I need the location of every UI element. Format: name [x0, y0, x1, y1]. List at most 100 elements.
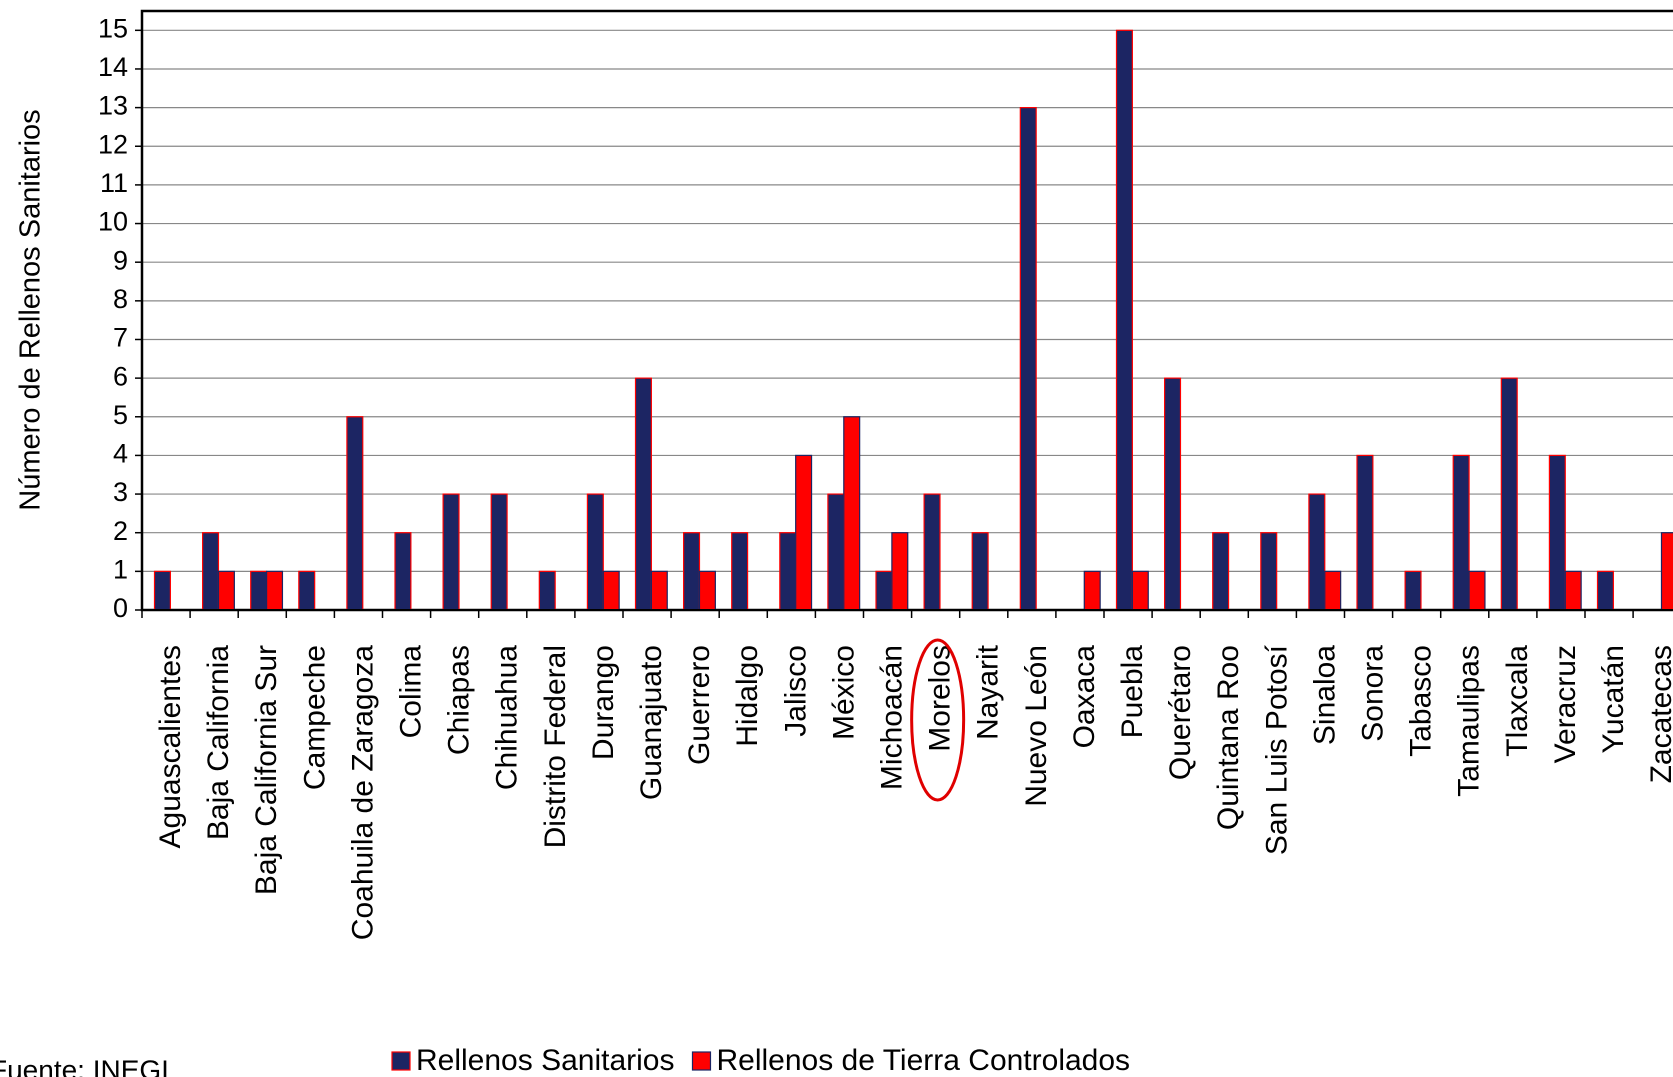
x-tick-label: Nuevo León	[1020, 645, 1053, 807]
x-tick-label: Guanajuato	[635, 645, 668, 800]
bar	[346, 416, 364, 611]
x-tick-label: Sonora	[1356, 645, 1389, 742]
bar	[394, 532, 412, 611]
bar	[1452, 454, 1470, 611]
bar	[875, 570, 893, 611]
highlight-circle	[910, 638, 966, 802]
bar	[442, 493, 460, 611]
bar	[1115, 29, 1133, 611]
x-tick-label: Tamaulipas	[1453, 645, 1486, 797]
y-tick-label: 0	[113, 593, 128, 623]
x-tick-label: Baja California Sur	[250, 645, 283, 895]
y-tick-label: 2	[113, 516, 128, 546]
x-tick-label: Colima	[394, 645, 427, 739]
x-tick-label: Puebla	[1116, 645, 1149, 739]
x-tick-label: Quintana Roo	[1212, 645, 1245, 830]
legend-swatch	[391, 1051, 411, 1071]
x-tick-label: Campeche	[298, 645, 331, 790]
bar	[1260, 532, 1278, 611]
x-tick-label: Chihuahua	[491, 645, 524, 790]
bar	[923, 493, 941, 611]
bar	[217, 570, 235, 611]
x-tick-label: Veracruz	[1549, 645, 1582, 763]
x-tick-label: Chiapas	[443, 645, 476, 755]
y-tick-label: 10	[98, 207, 128, 237]
bar	[202, 532, 220, 611]
bar	[298, 570, 316, 611]
x-tick-label: San Luis Potosí	[1260, 644, 1293, 855]
x-tick-label: Tlaxcala	[1501, 645, 1534, 757]
bar	[827, 493, 845, 611]
x-tick-label: Guerrero	[683, 645, 716, 765]
y-tick-label: 6	[113, 361, 128, 391]
y-tick-label: 11	[100, 168, 128, 198]
x-tick-label: Sinaloa	[1308, 645, 1341, 745]
y-tick-label: 13	[98, 91, 128, 121]
bar	[634, 377, 652, 611]
bar	[683, 532, 701, 611]
bar	[795, 454, 813, 611]
bar	[1083, 570, 1101, 611]
bar	[1131, 570, 1149, 611]
bar	[843, 416, 861, 611]
bar	[153, 570, 171, 611]
bar	[1596, 570, 1614, 611]
x-tick-label: Aguascalientes	[154, 645, 187, 848]
bar	[1564, 570, 1582, 611]
x-tick-label: Yucatán	[1597, 645, 1630, 753]
x-tick-label: Coahuila de Zaragoza	[346, 645, 379, 941]
y-tick-label: 15	[98, 13, 128, 43]
x-tick-label: México	[827, 645, 860, 740]
bar	[698, 570, 716, 611]
y-tick-label: 9	[113, 245, 128, 275]
bar	[1019, 107, 1037, 611]
y-tick-label: 3	[113, 477, 128, 507]
y-tick-label: 1	[113, 554, 128, 584]
legend-swatch	[691, 1051, 712, 1071]
bar	[779, 532, 797, 611]
bar	[731, 532, 749, 611]
y-tick-label: 7	[113, 323, 128, 353]
x-tick-label: Tabasco	[1405, 645, 1438, 757]
bar	[1356, 454, 1374, 611]
bar	[586, 493, 604, 611]
x-tick-label: Nayarit	[972, 644, 1005, 740]
y-tick-label: 5	[113, 400, 128, 430]
x-tick-label: Querétaro	[1164, 645, 1197, 780]
bar	[602, 570, 620, 611]
y-axis-title: Número de Rellenos Sanitarios	[15, 109, 47, 510]
x-tick-label: Oaxaca	[1068, 645, 1101, 749]
x-tick-label: Distrito Federal	[539, 645, 572, 848]
y-tick-label: 8	[113, 284, 128, 314]
source-note: Fuente: INEGI	[0, 1054, 169, 1077]
bar	[265, 570, 284, 611]
y-tick-label: 14	[98, 52, 128, 82]
bar	[891, 532, 909, 611]
bar	[1164, 377, 1182, 611]
x-tick-label: Zacatecas	[1645, 645, 1673, 783]
bar	[971, 532, 989, 611]
bar	[490, 493, 508, 611]
bar	[1548, 454, 1566, 611]
x-tick-label: Morelos	[924, 645, 957, 752]
bar	[538, 570, 556, 611]
x-tick-label: Jalisco	[779, 645, 812, 737]
bar	[650, 570, 668, 611]
bar	[1212, 532, 1230, 611]
plot-frame	[140, 9, 1673, 612]
bar	[250, 570, 268, 611]
bar	[1500, 377, 1518, 611]
y-tick-label: 12	[98, 129, 128, 159]
legend-label: Rellenos de Tierra Controlados	[716, 1044, 1130, 1077]
bar	[1324, 570, 1342, 611]
y-tick-label: 4	[113, 439, 128, 469]
x-tick-label: Hidalgo	[731, 645, 764, 747]
x-tick-label: Michoacán	[875, 645, 908, 790]
bar	[1308, 493, 1326, 611]
x-tick-label: Durango	[587, 645, 620, 760]
bar	[1660, 532, 1673, 611]
x-tick-label: Baja California	[202, 645, 235, 840]
legend-label: Rellenos Sanitarios	[416, 1044, 674, 1077]
bar	[1404, 570, 1422, 611]
